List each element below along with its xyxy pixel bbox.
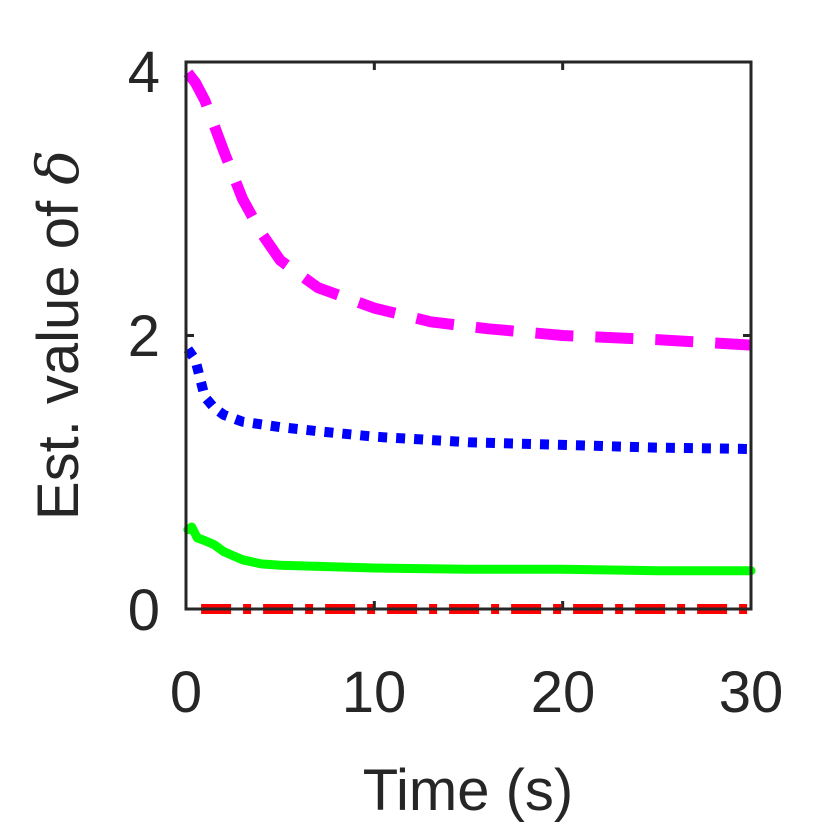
y-axis-label-text: Est. value of [26,185,91,520]
x-tick-label: 0 [170,660,202,725]
x-tick-label: 10 [342,660,407,725]
series-layer [183,69,756,614]
y-axis-label: Est. value of δ [24,150,92,520]
x-tick-label: 30 [719,660,784,725]
series-line-blue-dotted [183,346,752,454]
y-axis-label-symbol: δ [24,150,92,185]
y-tick-label: 2 [128,304,160,369]
series-line-green-solid [183,522,756,576]
y-tick-label: 4 [128,40,160,105]
x-axis-label: Time (s) [363,758,573,823]
series-line-magenta-dashed [183,69,752,351]
x-tick-label: 20 [531,660,596,725]
ticks-layer [184,60,753,611]
y-tick-label: 0 [128,578,160,643]
